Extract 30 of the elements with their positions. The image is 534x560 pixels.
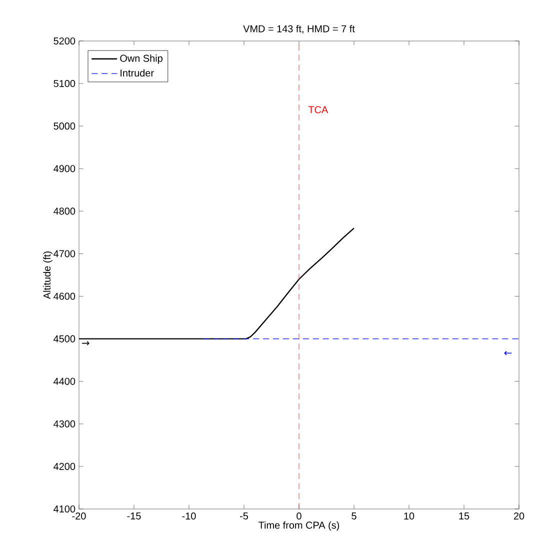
x-axis-title: Time from CPA (s) [258,521,340,531]
y-tick-label: 4600 [54,292,76,300]
y-tick-label: 5000 [54,122,76,130]
legend-label: Own Ship [120,54,162,64]
y-tick-label: 4300 [54,420,76,428]
y-tick-label: 4400 [54,378,76,385]
annotation: → [82,341,90,346]
x-tick-label: -5 [240,512,248,520]
legend-label: Intruder [120,69,154,77]
chart-title: VMD = 143 ft, HMD = 7 ft [243,25,355,34]
annotation: ← [504,350,512,356]
y-tick-label: 4100 [54,505,76,513]
y-tick-label: 4800 [54,208,76,215]
x-tick-label: 0 [296,512,302,520]
y-tick-label: 4500 [54,335,76,342]
line-series [79,228,355,340]
ref-line-label: TCA [308,106,328,114]
x-tick-label: -10 [182,512,196,520]
x-tick-label: 10 [404,512,414,520]
x-tick-label: -15 [127,512,141,520]
y-tick-label: 4700 [54,250,76,258]
x-tick-label: 15 [459,512,470,520]
y-tick-label: 4200 [54,462,76,470]
x-tick-label: 5 [352,512,356,520]
y-tick-label: 5100 [54,80,76,88]
y-axis-title: Altitude (ft) [43,252,52,300]
y-tick-label: 4900 [54,165,76,172]
x-tick-label: -20 [72,512,86,520]
x-tick-label: 20 [514,512,524,520]
y-tick-label: 5200 [54,37,76,45]
